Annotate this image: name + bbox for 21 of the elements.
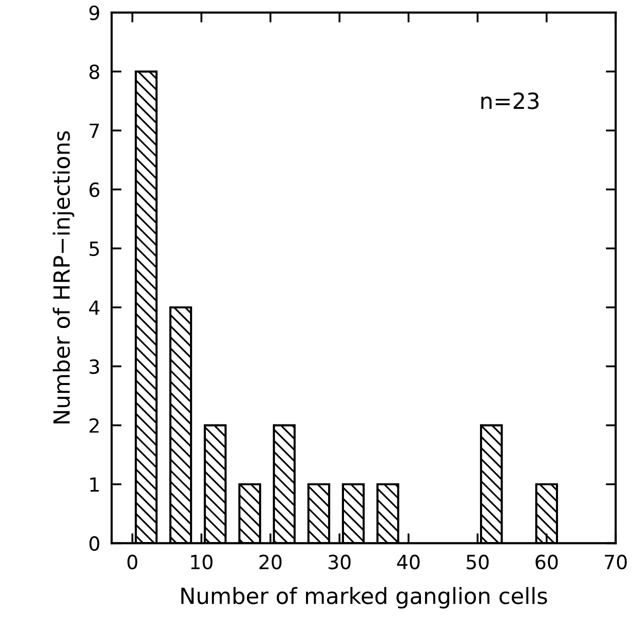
- x-tick-label: 70: [604, 554, 627, 570]
- x-tick-label: 60: [536, 554, 558, 570]
- annotation: n=23: [481, 92, 539, 110]
- y-tick-label: 8: [89, 64, 100, 80]
- x-tick-label: 0: [127, 554, 138, 570]
- x-tick-label: 50: [466, 554, 489, 570]
- y-tick-label: 1: [90, 477, 99, 492]
- y-tick-label: 6: [90, 182, 100, 198]
- y-tick-label: 3: [90, 359, 99, 374]
- y-tick-label: 5: [90, 242, 99, 256]
- y-tick-label: 7: [90, 124, 99, 138]
- x-tick-label: 20: [260, 554, 282, 570]
- y-axis-title: Number of HRP−injections: [52, 131, 74, 424]
- x-tick-label: 40: [397, 554, 420, 570]
- x-tick-label: 10: [191, 554, 212, 570]
- y-tick-label: 2: [90, 418, 99, 433]
- y-tick-label: 4: [89, 300, 100, 315]
- y-tick-label: 0: [89, 536, 100, 551]
- x-axis-title: Number of marked ganglion cells: [181, 587, 548, 609]
- y-tick-label: 9: [89, 6, 100, 20]
- x-tick-label: 30: [328, 554, 351, 570]
